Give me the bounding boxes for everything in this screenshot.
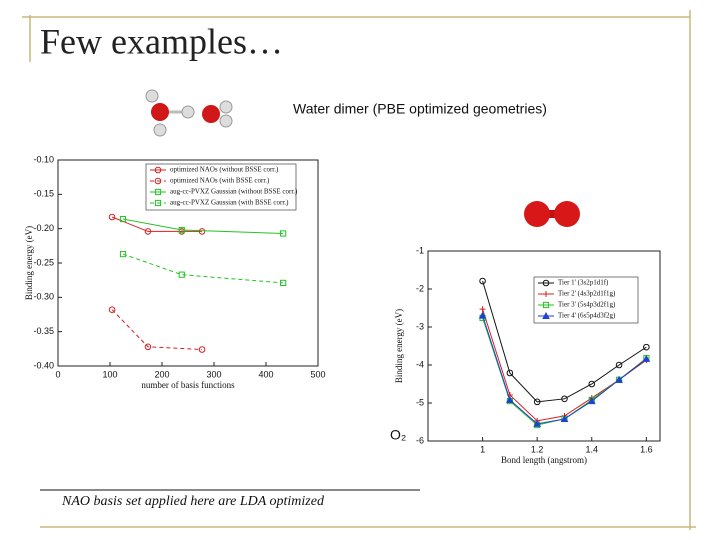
y-tick-label: -0.25 — [33, 257, 54, 267]
footer-note: NAO basis set applied here are LDA optim… — [61, 494, 325, 509]
y-axis-label: Binding energy (eV) — [394, 309, 404, 383]
slide-frame — [22, 10, 696, 530]
legend-marker — [154, 188, 162, 196]
point — [560, 414, 569, 422]
water-dimer-image — [145, 89, 233, 137]
x-tick-label: 1.2 — [531, 444, 544, 454]
legend-marker — [543, 291, 549, 297]
point — [198, 346, 206, 353]
legend-label: Tier 1' (3s2p1d1f) — [558, 279, 609, 287]
series-line — [482, 280, 647, 403]
x-axis-label: number of basis functions — [141, 380, 235, 390]
point — [144, 228, 152, 235]
point — [144, 343, 152, 351]
y-tick-label: -0.20 — [33, 223, 54, 233]
y-axis-label: Binding energy (eV) — [24, 226, 34, 300]
legend-marker — [542, 311, 550, 319]
legend-marker — [154, 199, 162, 207]
y-tick-label: -2 — [416, 283, 424, 293]
point — [479, 306, 486, 313]
point — [108, 213, 116, 221]
legend-label: aug-cc-PVXZ Gaussian (without BSSE corr.… — [170, 188, 298, 196]
point — [280, 230, 287, 237]
point — [178, 271, 185, 278]
y-tick-label: -0.15 — [33, 189, 54, 199]
x-tick-label: 200 — [154, 369, 169, 379]
x-tick-label: 300 — [206, 369, 221, 379]
x-tick-label: 500 — [310, 369, 325, 379]
point — [533, 398, 541, 406]
legend-label: aug-cc-PVXZ Gaussian (with BSSE corr.) — [170, 199, 289, 207]
point — [615, 361, 623, 369]
slide-title: Few examples… — [40, 21, 283, 61]
point — [506, 369, 514, 377]
x-tick-label: 1.4 — [586, 444, 599, 454]
legend-label: optimized NAOs (without BSSE corr.) — [170, 166, 279, 174]
y-tick-label: -0.35 — [33, 326, 54, 336]
point — [479, 277, 486, 285]
legend-marker — [154, 166, 162, 174]
point — [615, 375, 623, 383]
point — [198, 228, 206, 235]
x-tick-label: 0 — [55, 369, 60, 379]
legend-label: Tier 2' (4s3p2d1f1g) — [558, 290, 616, 298]
point — [561, 395, 568, 403]
point — [588, 380, 596, 388]
point — [533, 419, 542, 427]
point — [643, 343, 650, 351]
x-tick-label: 400 — [258, 369, 273, 379]
legend-box — [533, 276, 639, 324]
legend-box — [145, 163, 297, 211]
point — [119, 250, 127, 258]
y-tick-label: -0.10 — [33, 154, 54, 164]
point — [108, 306, 116, 313]
point — [280, 279, 287, 287]
x-axis-label: Bond length (angstrom) — [501, 455, 587, 465]
y-tick-label: -0.40 — [33, 360, 54, 370]
point — [478, 311, 487, 319]
legend-label: Tier 4' (6s5p4d3f2g) — [558, 312, 616, 320]
water-caption: Water dimer (PBE optimized geometries) — [293, 101, 547, 117]
x-tick-label: 100 — [102, 369, 117, 379]
y-tick-label: -6 — [416, 435, 424, 445]
x-tick-label: 1.6 — [640, 444, 653, 454]
point — [587, 397, 596, 405]
point — [506, 395, 514, 403]
legend-marker — [154, 177, 162, 185]
point — [178, 226, 185, 234]
o2-caption: O₂ — [390, 427, 406, 443]
y-tick-label: -0.30 — [33, 292, 54, 302]
series-line — [111, 216, 203, 232]
series-line — [111, 309, 203, 351]
series-line — [122, 218, 284, 234]
y-tick-label: -5 — [416, 397, 424, 407]
y-tick-label: -1 — [416, 245, 424, 255]
o2-image — [524, 201, 580, 227]
legend-label: optimized NAOs (with BSSE corr.) — [170, 177, 270, 185]
legend-marker — [542, 279, 550, 287]
y-tick-label: -3 — [416, 321, 424, 331]
x-tick-label: 1 — [480, 444, 485, 454]
y-tick-label: -4 — [416, 359, 424, 369]
point — [119, 215, 127, 223]
point — [642, 354, 651, 362]
legend-label: Tier 3' (5s4p3d2f1g) — [558, 301, 616, 309]
legend-marker — [542, 301, 550, 309]
